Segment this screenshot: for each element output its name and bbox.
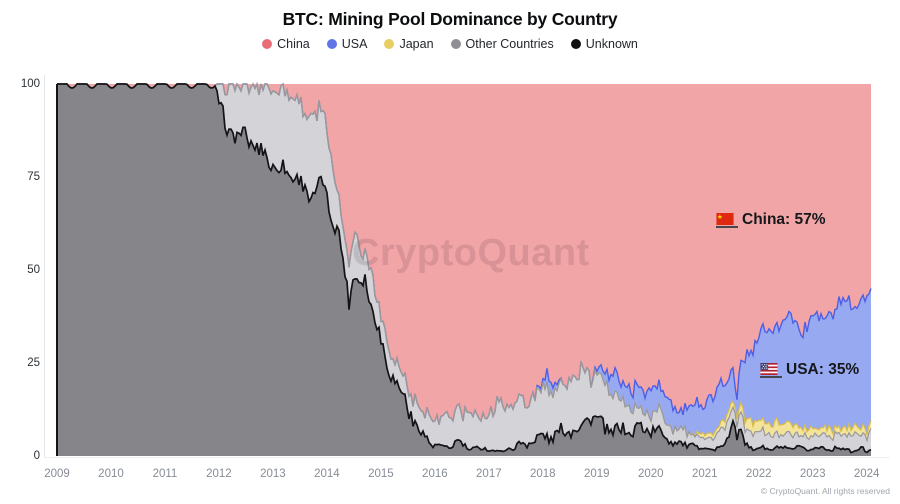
copyright-note: © CryptoQuant. All rights reserved bbox=[760, 486, 890, 496]
x-tick-label: 2023 bbox=[799, 468, 826, 480]
y-tick-label: 75 bbox=[27, 171, 40, 183]
x-tick-label: 2018 bbox=[530, 468, 556, 480]
legend-label-japan: Japan bbox=[399, 37, 434, 51]
annotation-china: China: 57% bbox=[716, 211, 826, 229]
annotation-text-china: China: 57% bbox=[742, 211, 826, 228]
legend-item-japan: Japan bbox=[384, 37, 434, 51]
x-tick-label: 2013 bbox=[260, 468, 286, 480]
x-tick-label: 2022 bbox=[745, 468, 772, 480]
x-tick-label: 2010 bbox=[98, 468, 124, 480]
legend-label-china: China bbox=[277, 37, 310, 51]
x-tick-label: 2020 bbox=[637, 468, 664, 480]
china-flag-icon bbox=[716, 212, 734, 225]
usa-flag-wrap bbox=[760, 362, 782, 378]
x-tick-label: 2017 bbox=[476, 468, 502, 480]
y-tick-label: 25 bbox=[27, 357, 40, 369]
y-tick-label: 0 bbox=[33, 450, 40, 462]
legend-label-other-countries: Other Countries bbox=[465, 37, 554, 51]
legend-swatch-china bbox=[262, 39, 273, 49]
cryptoquant-watermark: CryptoQuant bbox=[352, 232, 590, 274]
legend-swatch-usa bbox=[326, 39, 337, 49]
x-tick-label: 2015 bbox=[368, 468, 394, 480]
x-tick-label: 2024 bbox=[853, 468, 880, 480]
legend-swatch-japan bbox=[384, 39, 395, 49]
chart-title: BTC: Mining Pool Dominance by Country bbox=[282, 9, 618, 29]
x-tick-label: 2012 bbox=[206, 468, 232, 480]
legend-label-usa: USA bbox=[341, 37, 368, 51]
legend: China USA Japan Other Countries Unknown bbox=[0, 37, 900, 51]
y-tick-label: 100 bbox=[20, 78, 40, 90]
legend-item-usa: USA bbox=[326, 37, 368, 51]
legend-item-unknown: Unknown bbox=[570, 37, 638, 51]
annotation-text-usa: USA: 35% bbox=[786, 361, 860, 378]
x-tick-label: 2014 bbox=[314, 468, 340, 480]
legend-item-other-countries: Other Countries bbox=[450, 37, 554, 51]
x-tick-label: 2019 bbox=[583, 468, 610, 480]
x-tick-label: 2009 bbox=[44, 468, 70, 480]
legend-swatch-other-countries bbox=[450, 39, 461, 49]
line-unknown bbox=[57, 83, 872, 454]
china-flag-wrap bbox=[716, 212, 738, 228]
legend-label-unknown: Unknown bbox=[585, 37, 638, 51]
x-tick-label: 2016 bbox=[422, 468, 448, 480]
y-tick-label: 50 bbox=[27, 264, 40, 276]
legend-item-china: China bbox=[262, 37, 310, 51]
y-axis-line bbox=[44, 75, 45, 458]
usa-flag-icon bbox=[760, 362, 778, 375]
area-unknown bbox=[57, 84, 871, 456]
x-tick-label: 2011 bbox=[152, 468, 178, 480]
x-tick-label: 2021 bbox=[691, 468, 718, 480]
annotation-usa: USA: 35% bbox=[760, 361, 859, 379]
x-axis-line bbox=[44, 457, 890, 458]
legend-swatch-unknown bbox=[570, 39, 581, 49]
